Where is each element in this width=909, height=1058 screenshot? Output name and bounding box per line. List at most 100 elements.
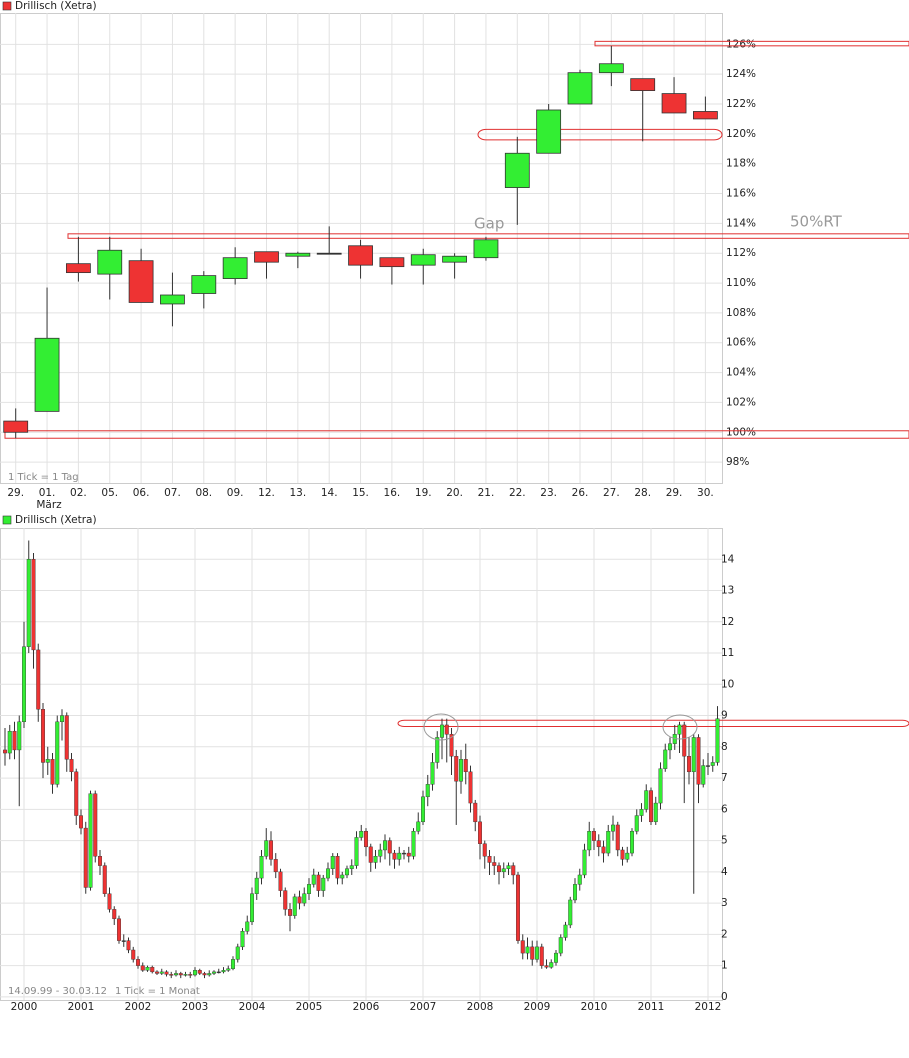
y-tick-label: 118% xyxy=(726,158,756,170)
legend-label: Drillisch (Xetra) xyxy=(15,0,97,12)
candle-body xyxy=(359,831,364,838)
candle-body xyxy=(183,974,188,976)
candle-body xyxy=(345,868,350,876)
candle-body xyxy=(691,737,696,773)
candle-body xyxy=(169,974,174,976)
legend-label: Drillisch (Xetra) xyxy=(15,514,97,526)
annotation: März xyxy=(36,499,62,511)
candle-body xyxy=(596,840,601,848)
candle-body xyxy=(567,72,593,105)
candle-body xyxy=(478,821,483,844)
x-tick-label: 15. xyxy=(352,487,369,499)
candle-body xyxy=(435,737,440,763)
candle-body xyxy=(164,971,169,975)
y-tick-label: 106% xyxy=(726,337,756,349)
y-tick-label: 122% xyxy=(726,98,756,110)
candle-body xyxy=(525,946,530,954)
candle-body xyxy=(463,759,468,773)
candle-body xyxy=(34,337,60,412)
candle-body xyxy=(668,743,673,751)
annotation: 50%RT xyxy=(790,213,843,231)
candle-body xyxy=(74,771,79,816)
candle-body xyxy=(444,724,449,735)
candle-body xyxy=(544,965,549,968)
candle-body xyxy=(160,294,185,305)
candle-body xyxy=(131,949,136,960)
x-tick-label: 2001 xyxy=(68,1001,95,1013)
candle-body xyxy=(392,852,397,860)
candle-body xyxy=(482,843,487,857)
candle-body xyxy=(50,759,55,785)
candle-body xyxy=(249,893,254,923)
candle-body xyxy=(140,965,145,971)
highlight-ellipse xyxy=(662,714,698,740)
x-tick-label: 2007 xyxy=(410,1001,437,1013)
candle-body xyxy=(335,856,340,879)
candle-body xyxy=(449,734,454,757)
candle-body xyxy=(701,765,706,785)
candle-body xyxy=(587,831,592,851)
candle-body xyxy=(653,802,658,823)
x-tick-label: 05. xyxy=(101,487,118,499)
candle-body xyxy=(254,877,259,894)
candle-body xyxy=(64,715,69,760)
plot-area xyxy=(0,528,723,1001)
candle-body xyxy=(511,865,516,876)
x-tick-label: 2000 xyxy=(11,1001,38,1013)
candle-body xyxy=(150,966,155,973)
candle-body xyxy=(191,275,217,294)
candle-body xyxy=(192,970,197,976)
y-tick-label: 11 xyxy=(721,647,734,659)
y-tick-label: 1 xyxy=(721,960,728,972)
candle-body xyxy=(611,824,616,832)
candle-body xyxy=(316,252,342,255)
x-tick-label: 29. xyxy=(7,487,24,499)
candle-body xyxy=(55,721,60,785)
x-tick-label: 2010 xyxy=(581,1001,608,1013)
candle-body xyxy=(26,559,31,647)
candle-body xyxy=(245,921,250,932)
candle-body xyxy=(630,831,635,854)
candle-body xyxy=(649,790,654,823)
x-tick-label: 21. xyxy=(478,487,495,499)
candle-body xyxy=(520,940,525,954)
candle-body xyxy=(60,715,65,723)
candle-body xyxy=(128,260,154,303)
candle-body xyxy=(66,263,91,274)
y-tick-label: 120% xyxy=(726,128,756,140)
x-tick-label: 19. xyxy=(415,487,432,499)
y-tick-label: 124% xyxy=(726,68,756,80)
candle-body xyxy=(17,721,22,751)
candle-body xyxy=(440,724,445,738)
candle-body xyxy=(188,974,193,976)
x-tick-label: 2006 xyxy=(353,1001,380,1013)
level-zone xyxy=(67,233,909,239)
candle-body xyxy=(501,868,506,873)
y-tick-label: 3 xyxy=(721,897,728,909)
candle-body xyxy=(97,249,123,275)
y-tick-label: 7 xyxy=(721,772,728,784)
x-tick-label: 2002 xyxy=(125,1001,152,1013)
y-tick-label: 6 xyxy=(721,803,728,815)
candle-body xyxy=(687,755,692,773)
chart-layer: Drillisch (Xetra) 98% 100% 102% 104% 106% 108%… xyxy=(0,0,909,1013)
x-tick-label: 2008 xyxy=(467,1001,494,1013)
candle-body xyxy=(387,840,392,854)
candle-body xyxy=(316,874,321,891)
candle-body xyxy=(577,874,582,885)
candle-body xyxy=(230,959,235,969)
candle-body xyxy=(159,971,164,974)
candle-body xyxy=(269,840,274,860)
candle-body xyxy=(222,257,248,279)
candle-body xyxy=(292,896,297,916)
candle-body xyxy=(582,849,587,876)
candle-body xyxy=(326,868,331,879)
candle-body xyxy=(302,893,307,904)
x-tick-label: 2009 xyxy=(524,1001,551,1013)
candle-body xyxy=(497,865,502,873)
x-tick-label: 22. xyxy=(509,487,526,499)
candle-body xyxy=(639,809,644,816)
candle-body xyxy=(36,649,41,710)
candle-body xyxy=(307,884,312,894)
